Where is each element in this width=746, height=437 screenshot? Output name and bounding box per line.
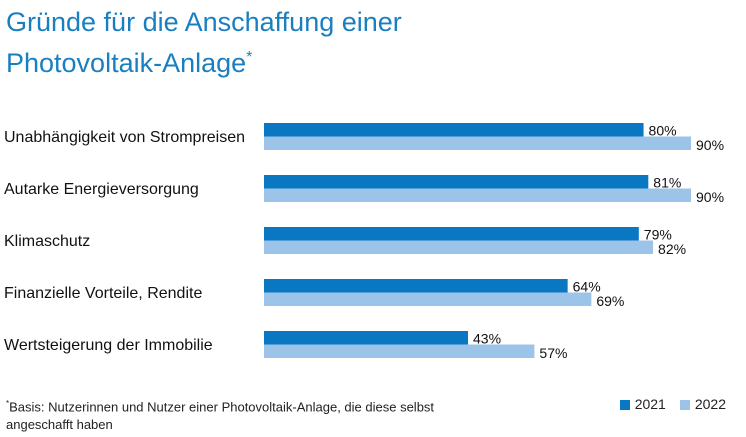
legend-item-2021: 2021 — [619, 396, 666, 412]
legend-item-2022: 2022 — [679, 396, 726, 412]
legend-swatch-2022 — [679, 400, 690, 411]
bar-2022 — [264, 240, 654, 254]
footnote: *Basis: Nutzerinnen und Nutzer einer Pho… — [6, 395, 466, 434]
data-label-2021: 81% — [653, 175, 681, 191]
bar-2022 — [264, 188, 691, 202]
legend: 2021 2022 — [619, 396, 726, 412]
category-label: Autarke Energieversorgung — [4, 181, 199, 198]
data-label-2021: 64% — [573, 279, 601, 295]
category-label: Klimaschutz — [4, 233, 90, 250]
data-label-2022: 57% — [539, 345, 567, 361]
category-label: Wertsteigerung der Immobilie — [4, 337, 213, 354]
bar-2021 — [264, 279, 568, 293]
data-label-2022: 90% — [696, 189, 724, 205]
data-label-2021: 80% — [649, 123, 677, 139]
data-label-2022: 82% — [658, 241, 686, 257]
bar-2021 — [264, 175, 649, 189]
legend-swatch-2021 — [619, 400, 630, 411]
data-label-2021: 79% — [644, 227, 672, 243]
footnote-mark: * — [6, 399, 10, 408]
title-line-2: Photovoltaik-Anlage — [6, 48, 247, 78]
bar-2022 — [264, 292, 592, 306]
category-label: Unabhängigkeit von Strompreisen — [4, 129, 245, 146]
data-label-2021: 43% — [473, 331, 501, 347]
bar-2022 — [264, 136, 691, 150]
title-footnote-mark: * — [246, 49, 253, 66]
footnote-text: Basis: Nutzerinnen und Nutzer einer Phot… — [6, 399, 435, 433]
legend-label-2022: 2022 — [694, 396, 726, 412]
bar-2021 — [264, 123, 644, 137]
bar-2021 — [264, 227, 639, 241]
bar-2022 — [264, 344, 535, 358]
data-label-2022: 90% — [696, 137, 724, 153]
title-line-1: Gründe für die Anschaffung einer — [6, 7, 402, 37]
category-label: Finanzielle Vorteile, Rendite — [4, 285, 202, 302]
legend-label-2021: 2021 — [634, 396, 666, 412]
bar-2021 — [264, 331, 469, 345]
data-label-2022: 69% — [596, 293, 624, 309]
chart-title: Gründe für die Anschaffung einer Photovo… — [6, 4, 402, 81]
